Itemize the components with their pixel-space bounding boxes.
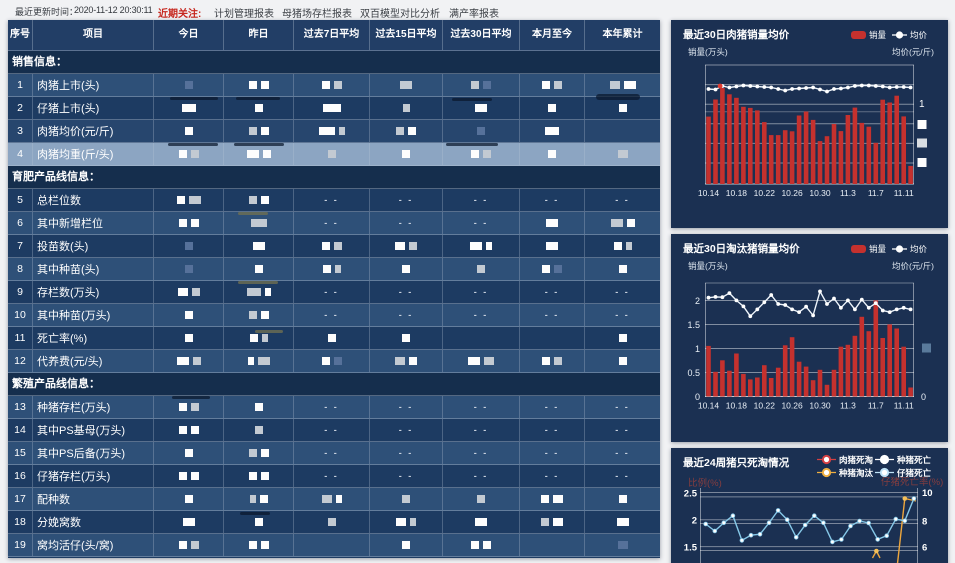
svg-text:10.18: 10.18 [726, 188, 748, 198]
svg-text:2: 2 [692, 516, 697, 527]
svg-text:10.14: 10.14 [698, 188, 720, 198]
svg-text:11.7: 11.7 [868, 188, 884, 198]
svg-text:10.26: 10.26 [781, 401, 803, 411]
svg-text:6: 6 [922, 543, 927, 554]
svg-text:1.5: 1.5 [687, 320, 700, 330]
svg-text:1.5: 1.5 [684, 543, 698, 554]
svg-text:11.3: 11.3 [840, 401, 856, 411]
svg-text:10.18: 10.18 [726, 401, 748, 411]
svg-text:10.26: 10.26 [781, 188, 803, 198]
svg-text:10.30: 10.30 [809, 401, 831, 411]
svg-text:1: 1 [695, 344, 700, 354]
svg-text:11.11: 11.11 [894, 401, 914, 411]
svg-text:10.30: 10.30 [809, 188, 831, 198]
svg-text:1: 1 [919, 99, 925, 110]
svg-text:0.5: 0.5 [687, 368, 700, 378]
svg-text:0: 0 [695, 392, 700, 402]
svg-text:10.22: 10.22 [754, 401, 776, 411]
svg-text:10.22: 10.22 [754, 188, 776, 198]
svg-text:10.14: 10.14 [698, 401, 720, 411]
svg-text:8: 8 [922, 517, 927, 528]
svg-text:2: 2 [695, 296, 700, 306]
svg-text:11.11: 11.11 [894, 188, 914, 198]
svg-text:2.5: 2.5 [684, 489, 698, 500]
svg-text:0: 0 [921, 392, 926, 402]
svg-text:11.3: 11.3 [840, 188, 856, 198]
svg-text:11.7: 11.7 [868, 401, 884, 411]
svg-text:10: 10 [922, 488, 933, 499]
